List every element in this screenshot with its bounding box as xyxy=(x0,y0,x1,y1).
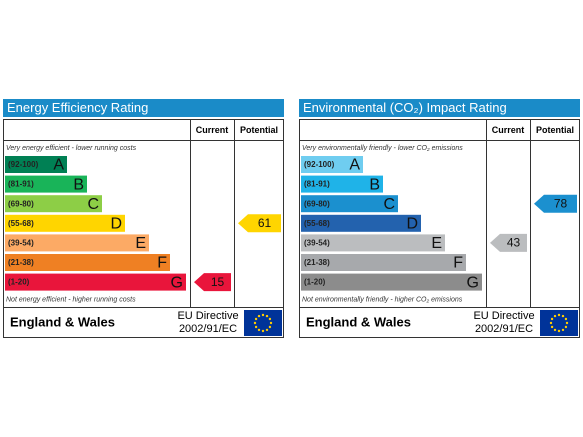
epc-panel: Energy Efficiency Rating Current Potential… xyxy=(3,99,284,338)
eu-star xyxy=(561,328,565,332)
band-bar xyxy=(5,156,67,173)
column-header: Current xyxy=(492,125,525,135)
bottom-note: Not energy efficient - higher running co… xyxy=(6,296,136,303)
band-letter: D xyxy=(406,216,418,233)
band-bar xyxy=(301,175,383,193)
band-range: (21-38) xyxy=(8,258,34,267)
title-bar xyxy=(299,99,580,117)
rating-arrow xyxy=(490,233,527,252)
band-letter: D xyxy=(110,216,122,233)
band-letter: G xyxy=(171,274,183,291)
eu-star xyxy=(564,317,568,321)
rating-arrow xyxy=(238,214,281,233)
directive: EU Directive xyxy=(177,310,238,322)
eu-star xyxy=(261,329,265,333)
band-bar xyxy=(5,273,186,291)
band-letter: E xyxy=(431,235,442,252)
top-note: Very energy efficient - lower running co… xyxy=(6,145,137,152)
band-bar xyxy=(301,234,445,252)
band-bar xyxy=(301,214,421,232)
eu-star xyxy=(553,328,557,332)
rating-value: 15 xyxy=(211,275,225,289)
rating-arrow xyxy=(534,194,577,213)
band-range: (39-54) xyxy=(304,239,330,248)
band-range: (1-20) xyxy=(304,278,326,287)
region: England & Wales xyxy=(306,314,411,329)
eu-star xyxy=(257,328,261,332)
column-header: Potential xyxy=(536,125,574,135)
band-range: (55-68) xyxy=(304,219,330,228)
eu-star xyxy=(268,325,272,329)
eu-star xyxy=(565,321,569,325)
eu-star xyxy=(253,321,257,325)
band-letter: G xyxy=(467,274,479,291)
band-bar xyxy=(5,175,87,193)
rating-value: 78 xyxy=(554,196,568,210)
eu-star xyxy=(549,321,553,325)
eu-star xyxy=(265,314,269,318)
band-range: (55-68) xyxy=(8,219,34,228)
eu-star xyxy=(269,321,273,325)
eu-star xyxy=(561,314,565,318)
band-letter: C xyxy=(383,196,395,213)
eu-star xyxy=(557,313,561,317)
directive: EU Directive xyxy=(473,310,534,322)
panel-title: Environmental (CO₂) Impact Rating xyxy=(303,100,507,115)
eu-star xyxy=(550,325,554,329)
band-range: (81-91) xyxy=(8,180,34,189)
band-bar xyxy=(5,254,170,271)
band-bar xyxy=(301,156,363,173)
directive: 2002/91/EC xyxy=(475,323,533,335)
rating-value: 61 xyxy=(258,216,272,230)
epc-panel: Environmental (CO₂) Impact Rating Current… xyxy=(299,99,580,338)
eu-star xyxy=(564,325,568,329)
band-letter: A xyxy=(53,157,64,174)
region: England & Wales xyxy=(10,314,115,329)
band-letter: F xyxy=(157,255,167,272)
band-letter: B xyxy=(369,176,380,193)
eu-star xyxy=(550,317,554,321)
band-bar xyxy=(301,273,482,291)
band-bar xyxy=(301,254,466,271)
band-letter: E xyxy=(135,235,146,252)
band-range: (81-91) xyxy=(304,180,330,189)
band-bar xyxy=(301,195,398,213)
eu-star xyxy=(257,314,261,318)
panel-border xyxy=(3,119,284,338)
band-range: (1-20) xyxy=(8,278,30,287)
eu-star xyxy=(254,317,258,321)
band-bar xyxy=(5,234,149,252)
directive: 2002/91/EC xyxy=(179,323,237,335)
band-range: (69-80) xyxy=(304,199,330,208)
rating-value: 43 xyxy=(507,236,521,250)
eu-star xyxy=(553,314,557,318)
column-header: Potential xyxy=(240,125,278,135)
band-bar xyxy=(5,195,102,213)
band-range: (92-100) xyxy=(304,160,335,169)
top-note: Very environmentally friendly - lower CO… xyxy=(302,145,463,152)
eu-star xyxy=(557,329,561,333)
eu-star xyxy=(254,325,258,329)
rating-arrow xyxy=(194,273,231,292)
column-header: Current xyxy=(196,125,229,135)
bottom-note: Not environmentally friendly - higher CO… xyxy=(302,296,463,303)
band-letter: B xyxy=(73,176,84,193)
panel-title: Energy Efficiency Rating xyxy=(7,100,148,115)
band-bar xyxy=(5,214,125,232)
band-range: (21-38) xyxy=(304,258,330,267)
panel-border xyxy=(299,119,580,338)
eu-star xyxy=(261,313,265,317)
eu-star xyxy=(268,317,272,321)
title-bar xyxy=(3,99,284,117)
band-letter: A xyxy=(349,157,360,174)
eu-star xyxy=(265,328,269,332)
band-range: (69-80) xyxy=(8,199,34,208)
band-letter: C xyxy=(87,196,99,213)
band-letter: F xyxy=(453,255,463,272)
band-range: (39-54) xyxy=(8,239,34,248)
band-range: (92-100) xyxy=(8,160,39,169)
